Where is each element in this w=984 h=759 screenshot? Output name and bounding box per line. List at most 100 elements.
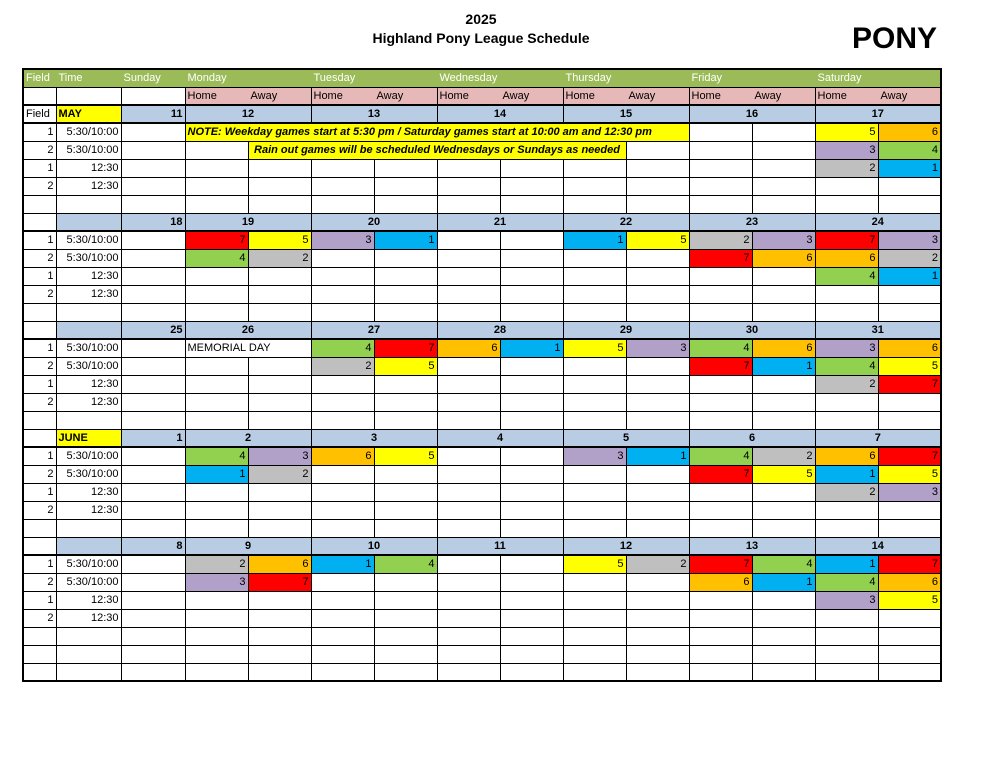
empty-cell [120,626,186,646]
empty-cell [120,86,186,106]
game-away-cell: 4 [373,554,438,574]
empty-cell [120,194,186,214]
empty-cell [625,608,690,628]
empty-cell [562,464,627,484]
game-row: 1 12:30 3 5 [22,590,942,610]
empty-cell [436,302,501,322]
empty-cell [373,500,438,520]
game-away-cell: 3 [877,230,942,250]
empty-cell [688,500,753,520]
game-home-cell: 3 [814,140,879,160]
empty-cell [688,410,753,430]
empty-cell [751,662,816,682]
home-away-row: Home Away Home Away Home Away Home Away Home Away… [22,86,942,106]
game-home-cell: 7 [184,230,249,250]
date-row: 25 26 27 28 29 30 31 [22,320,942,340]
time-slot-cell: 12:30 [55,392,122,412]
game-away-cell: 1 [751,572,816,592]
title-block: 2025 Highland Pony League Schedule [22,10,940,48]
empty-cell [55,302,122,322]
empty-cell [499,464,564,484]
game-home-cell: 6 [310,446,375,466]
date-cell-friday: 16 [688,104,816,124]
empty-cell [310,500,375,520]
game-row: 2 5:30/10:00 2 5 7 1 4 5 [22,356,942,376]
empty-cell [562,194,627,214]
empty-cell [751,644,816,664]
game-away-cell: 1 [877,266,942,286]
game-away-cell: 4 [877,140,942,160]
date-cell-wednesday: 4 [436,428,564,448]
game-row: 1 12:30 2 3 [22,482,942,502]
empty-cell [22,86,57,106]
empty-cell [499,644,564,664]
empty-cell [373,410,438,430]
empty-cell [688,644,753,664]
empty-cell [373,518,438,538]
empty-cell [499,572,564,592]
header-time-label: Time [55,68,122,88]
game-home-cell: 6 [688,572,753,592]
away-label-friday: Away [751,86,816,106]
empty-cell [499,392,564,412]
empty-cell [247,410,312,430]
date-cell-thursday: 22 [562,212,690,232]
empty-cell [688,266,753,286]
empty-cell [562,518,627,538]
empty-cell [499,482,564,502]
empty-cell [688,122,753,142]
away-label-wednesday: Away [499,86,564,106]
empty-cell [184,482,249,502]
empty-cell [247,482,312,502]
empty-cell [436,392,501,412]
empty-cell [184,518,249,538]
empty-cell [751,194,816,214]
game-home-cell: 3 [562,446,627,466]
game-away-cell: 5 [373,356,438,376]
empty-cell [562,644,627,664]
empty-cell [436,554,501,574]
empty-cell [310,158,375,178]
empty-cell [184,140,249,160]
empty-cell [688,158,753,178]
empty-cell [436,230,501,250]
game-home-cell: 2 [310,356,375,376]
empty-cell [22,536,57,556]
empty-cell [55,86,122,106]
empty-cell [499,626,564,646]
away-label-tuesday: Away [373,86,438,106]
header-day-monday: Monday [184,68,312,88]
empty-cell [120,302,186,322]
empty-cell [751,302,816,322]
empty-cell [373,590,438,610]
date-cell-sunday: 11 [120,104,186,124]
empty-cell [436,590,501,610]
game-away-cell: 2 [877,248,942,268]
game-away-cell: 1 [499,338,564,358]
field-number-cell: 2 [22,392,57,412]
header-day-sunday: Sunday [120,68,186,88]
game-home-cell: 5 [562,338,627,358]
date-cell-saturday: 17 [814,104,942,124]
empty-cell [688,626,753,646]
field-number-cell: 2 [22,464,57,484]
time-slot-cell: 12:30 [55,482,122,502]
empty-cell [310,374,375,394]
empty-cell [751,284,816,304]
date-cell-sunday: 8 [120,536,186,556]
time-slot-cell: 12:30 [55,500,122,520]
empty-cell [120,140,186,160]
date-cell-tuesday: 20 [310,212,438,232]
game-away-cell: 2 [751,446,816,466]
empty-cell [499,590,564,610]
empty-cell [120,482,186,502]
empty-cell [499,554,564,574]
empty-cell [22,194,57,214]
empty-cell [310,590,375,610]
game-away-cell: 7 [373,338,438,358]
field-number-cell: 2 [22,140,57,160]
empty-cell [120,284,186,304]
empty-cell [373,374,438,394]
empty-cell [625,266,690,286]
empty-cell [562,662,627,682]
